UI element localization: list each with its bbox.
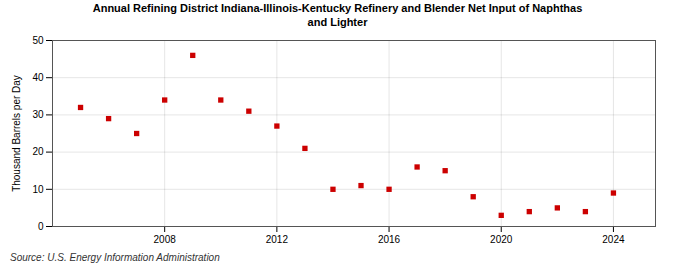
- svg-text:2016: 2016: [378, 233, 401, 244]
- svg-text:10: 10: [32, 183, 44, 194]
- html-text:Source: U.S. Energy Informatio: Source: U.S. Energy Information Administ…: [10, 251, 220, 263]
- svg-text:50: 50: [32, 34, 44, 45]
- svg-text:2020: 2020: [490, 233, 513, 244]
- svg-text:2012: 2012: [266, 233, 289, 244]
- svg-text:Thousand Barrels per Day: Thousand Barrels per Day: [11, 75, 22, 192]
- svg-text:20: 20: [32, 146, 44, 157]
- svg-text:2024: 2024: [602, 233, 625, 244]
- svg-text:2008: 2008: [154, 233, 177, 244]
- svg-text:0: 0: [38, 220, 44, 231]
- html-text:Annual Refining District India: Annual Refining District Indiana-Illinoi…: [92, 2, 583, 28]
- svg-text:30: 30: [32, 109, 44, 120]
- svg-text:40: 40: [32, 71, 44, 82]
